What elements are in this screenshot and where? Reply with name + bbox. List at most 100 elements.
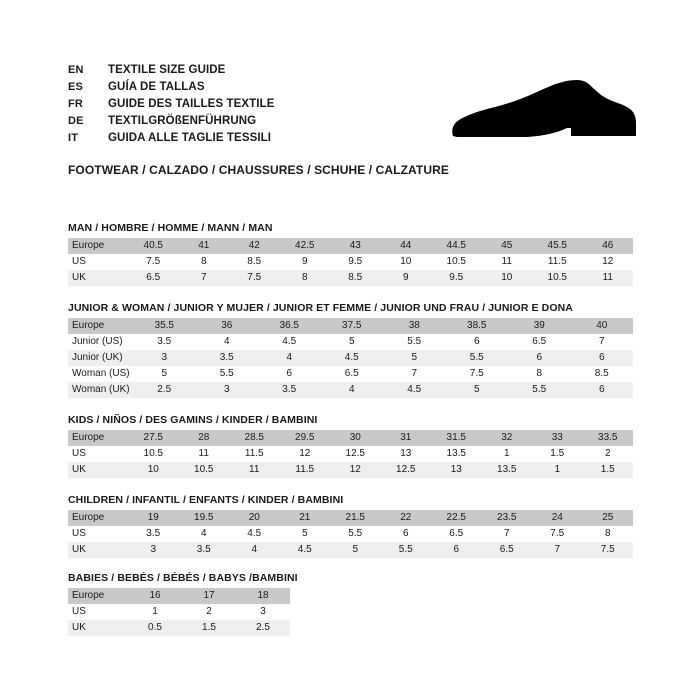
row-label: US — [68, 604, 128, 620]
cell: 8 — [582, 526, 633, 542]
row-label: UK — [68, 270, 128, 286]
cell: 9 — [279, 254, 330, 270]
cell: 2.5 — [133, 382, 196, 398]
language-code: IT — [68, 132, 79, 144]
category-title: FOOTWEAR / CALZADO / CHAUSSURES / SCHUHE… — [68, 163, 449, 177]
cell: 7 — [178, 270, 229, 286]
cell: 2 — [182, 604, 236, 620]
language-title: TEXTILE SIZE GUIDE — [108, 64, 226, 76]
cell: 16 — [128, 588, 182, 604]
size-table-man: Europe 40.5 41 42 42.5 43 44 44.5 45 45.… — [68, 238, 633, 286]
table-row: Junior (US) 3.5 4 4.5 5 5.5 6 6.5 7 — [68, 334, 633, 350]
cell: 36 — [195, 318, 258, 334]
cell: 5.5 — [508, 382, 571, 398]
section-babies: BABIES / BEBÉS / BÉBÉS / BABYS /BAMBINI … — [68, 572, 298, 636]
cell: 44 — [380, 238, 431, 254]
row-label: US — [68, 526, 128, 542]
cell: 11 — [178, 446, 229, 462]
cell: 6 — [570, 350, 633, 366]
cell: 3.5 — [133, 334, 196, 350]
cell: 45.5 — [532, 238, 583, 254]
section-title: MAN / HOMBRE / HOMME / MANN / MAN — [68, 222, 273, 234]
cell: 24 — [532, 510, 583, 526]
cell: 3.5 — [128, 526, 179, 542]
cell: 8 — [178, 254, 229, 270]
cell: 28.5 — [229, 430, 280, 446]
row-label: US — [68, 254, 128, 270]
table-row: Woman (UK) 2.5 3 3.5 4 4.5 5 5.5 6 — [68, 382, 633, 398]
cell: 13.5 — [431, 446, 482, 462]
table-row: Woman (US) 5 5.5 6 6.5 7 7.5 8 8.5 — [68, 366, 633, 382]
cell: 7 — [481, 526, 532, 542]
cell: 12 — [330, 462, 381, 478]
row-label: UK — [68, 620, 128, 636]
language-title: TEXTILGRÖßENFÜHRUNG — [108, 115, 257, 127]
cell: 4.5 — [279, 542, 330, 558]
cell: 42.5 — [279, 238, 330, 254]
cell: 6 — [258, 366, 321, 382]
cell: 5.5 — [330, 526, 381, 542]
table-row: Europe 19 19.5 20 21 21.5 22 22.5 23.5 2… — [68, 510, 633, 526]
row-label: UK — [68, 462, 128, 478]
section-man: MAN / HOMBRE / HOMME / MANN / MAN Europe… — [68, 222, 633, 286]
cell: 11 — [582, 270, 633, 286]
table-row: Europe 40.5 41 42 42.5 43 44 44.5 45 45.… — [68, 238, 633, 254]
cell: 37.5 — [320, 318, 383, 334]
table-row: US 10.5 11 11.5 12 12.5 13 13.5 1 1.5 2 — [68, 446, 633, 462]
row-label: UK — [68, 542, 128, 558]
cell: 1.5 — [532, 446, 583, 462]
cell: 4.5 — [258, 334, 321, 350]
row-label: Europe — [68, 588, 128, 604]
cell: 35.5 — [133, 318, 196, 334]
cell: 8 — [508, 366, 571, 382]
cell: 42 — [229, 238, 280, 254]
language-row: EN TEXTILE SIZE GUIDE — [68, 64, 275, 81]
cell: 9 — [380, 270, 431, 286]
cell: 30 — [330, 430, 381, 446]
cell: 2.5 — [236, 620, 290, 636]
section-title: BABIES / BEBÉS / BÉBÉS / BABYS /BAMBINI — [68, 572, 298, 584]
cell: 3 — [195, 382, 258, 398]
cell: 4 — [258, 350, 321, 366]
cell: 39 — [508, 318, 571, 334]
cell: 28 — [178, 430, 229, 446]
cell: 6.5 — [320, 366, 383, 382]
cell: 11.5 — [279, 462, 330, 478]
cell: 12.5 — [330, 446, 381, 462]
cell: 38 — [383, 318, 446, 334]
cell: 21 — [279, 510, 330, 526]
cell: 7.5 — [532, 526, 583, 542]
cell: 9.5 — [330, 254, 381, 270]
cell: 12.5 — [380, 462, 431, 478]
cell: 4 — [320, 382, 383, 398]
cell: 8.5 — [330, 270, 381, 286]
row-label: Junior (UK) — [68, 350, 133, 366]
cell: 5 — [445, 382, 508, 398]
cell: 21.5 — [330, 510, 381, 526]
cell: 10.5 — [431, 254, 482, 270]
cell: 12 — [582, 254, 633, 270]
cell: 45 — [481, 238, 532, 254]
cell: 5 — [383, 350, 446, 366]
cell: 3.5 — [178, 542, 229, 558]
cell: 2 — [582, 446, 633, 462]
cell: 31.5 — [431, 430, 482, 446]
cell: 5.5 — [383, 334, 446, 350]
cell: 12 — [279, 446, 330, 462]
cell: 5 — [279, 526, 330, 542]
cell: 3 — [133, 350, 196, 366]
table-row: UK 3 3.5 4 4.5 5 5.5 6 6.5 7 7.5 — [68, 542, 633, 558]
cell: 3.5 — [258, 382, 321, 398]
cell: 6.5 — [431, 526, 482, 542]
cell: 33 — [532, 430, 583, 446]
cell: 7.5 — [582, 542, 633, 558]
cell: 5.5 — [195, 366, 258, 382]
cell: 10.5 — [178, 462, 229, 478]
language-title: GUIDA ALLE TAGLIE TESSILI — [108, 132, 272, 144]
row-label: Woman (UK) — [68, 382, 133, 398]
cell: 7 — [383, 366, 446, 382]
cell: 8.5 — [570, 366, 633, 382]
cell: 5 — [320, 334, 383, 350]
table-row: Europe 16 17 18 — [68, 588, 290, 604]
table-row: Junior (UK) 3 3.5 4 4.5 5 5.5 6 6 — [68, 350, 633, 366]
